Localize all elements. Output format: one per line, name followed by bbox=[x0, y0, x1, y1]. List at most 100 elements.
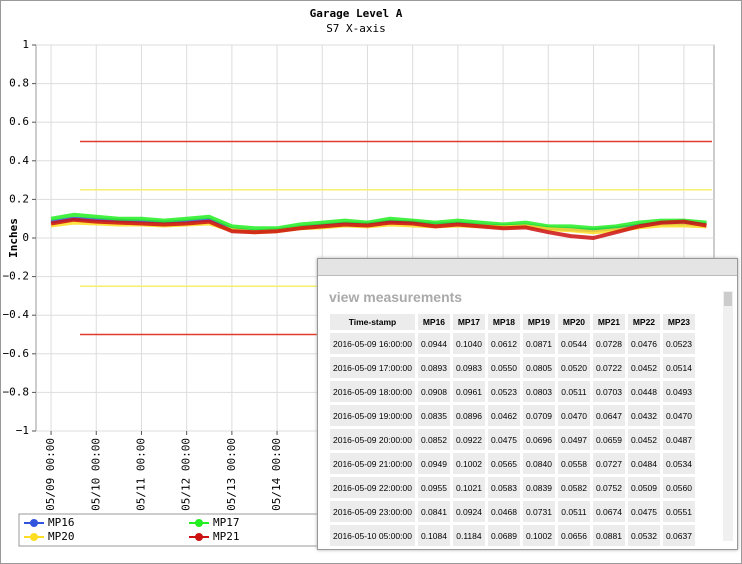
popup-header[interactable] bbox=[318, 259, 737, 276]
y-axis-label: Inches bbox=[7, 218, 20, 258]
value-cell: 0.0509 bbox=[627, 477, 660, 498]
value-cell: 0.0722 bbox=[592, 357, 625, 378]
x-tick-label: 05/11 00:00 bbox=[134, 438, 147, 511]
timestamp-cell: 2016-05-09 23:00:00 bbox=[330, 501, 415, 522]
y-tick-label: 0 bbox=[22, 231, 29, 244]
column-header: MP21 bbox=[592, 314, 625, 330]
value-cell: 0.0696 bbox=[522, 429, 555, 450]
value-cell: 0.0908 bbox=[417, 381, 450, 402]
value-cell: 0.0659 bbox=[592, 429, 625, 450]
legend-marker bbox=[30, 533, 38, 541]
column-header: Time-stamp bbox=[330, 314, 415, 330]
value-cell: 0.0523 bbox=[662, 333, 695, 354]
value-cell: 0.0520 bbox=[557, 357, 590, 378]
timestamp-cell: 2016-05-09 21:00:00 bbox=[330, 453, 415, 474]
value-cell: 0.0949 bbox=[417, 453, 450, 474]
table-row: 2016-05-09 17:00:00 0.0893 0.0983 0.0550 0.0… bbox=[330, 357, 695, 378]
value-cell: 0.0452 bbox=[627, 357, 660, 378]
value-cell: 0.0511 bbox=[557, 501, 590, 522]
legend-marker bbox=[30, 519, 38, 527]
value-cell: 0.0841 bbox=[417, 501, 450, 522]
column-header: MP17 bbox=[452, 314, 485, 330]
table-row: 2016-05-09 20:00:00 0.0852 0.0922 0.0475 0.0… bbox=[330, 429, 695, 450]
y-tick-label: −0.6 bbox=[3, 347, 30, 360]
value-cell: 0.0881 bbox=[592, 525, 625, 546]
value-cell: 0.0809 bbox=[558, 549, 590, 550]
value-cell: 0.0448 bbox=[627, 381, 660, 402]
value-cell: 0.0493 bbox=[662, 381, 695, 402]
value-cell: 0.0752 bbox=[592, 477, 625, 498]
measurements-popup: view measurements Time-stamp MP16 MP17 MP18… bbox=[317, 258, 738, 550]
value-cell: 0.0534 bbox=[662, 453, 695, 474]
value-cell: 0.0835 bbox=[417, 405, 450, 426]
column-header: MP22 bbox=[627, 314, 660, 330]
table-row: 2016-05-09 22:00:00 0.0955 0.1021 0.0583 0.0… bbox=[330, 477, 695, 498]
column-header: MP19 bbox=[522, 314, 555, 330]
value-cell: 0.1002 bbox=[522, 525, 555, 546]
value-cell: 0.0674 bbox=[592, 501, 625, 522]
y-tick-label: 0.6 bbox=[9, 115, 29, 128]
value-cell: 0.0731 bbox=[522, 501, 555, 522]
value-cell: 0.0955 bbox=[417, 477, 450, 498]
value-cell: 0.0583 bbox=[487, 477, 520, 498]
timestamp-cell: 2016-05-09 18:00:00 bbox=[330, 381, 415, 402]
scroll-thumb[interactable] bbox=[724, 292, 732, 306]
y-tick-label: −0.2 bbox=[3, 270, 30, 283]
header-row: Time-stamp MP16 MP17 MP18 MP19 MP20 MP21 MP22 MP… bbox=[330, 314, 695, 330]
value-cell: 0.0551 bbox=[662, 501, 695, 522]
value-cell: 0.1040 bbox=[452, 333, 485, 354]
value-cell: 0.0565 bbox=[487, 453, 520, 474]
value-cell: 0.0656 bbox=[557, 525, 590, 546]
scrollbar[interactable] bbox=[723, 291, 733, 541]
value-cell: 0.0612 bbox=[487, 333, 520, 354]
chart-title: Garage Level A bbox=[310, 7, 403, 20]
value-cell: 0.0544 bbox=[557, 333, 590, 354]
value-cell: 0.0983 bbox=[452, 357, 485, 378]
legend-label: MP16 bbox=[48, 516, 75, 529]
value-cell: 0.0961 bbox=[452, 381, 485, 402]
y-tick-label: −1 bbox=[16, 424, 29, 437]
value-cell: 0.0822 bbox=[663, 549, 695, 550]
value-cell: 0.1184 bbox=[452, 525, 485, 546]
table-row: 2016-05-09 18:00:00 0.0908 0.0961 0.0523 0.0… bbox=[330, 381, 695, 402]
legend-marker bbox=[195, 533, 203, 541]
value-cell: 0.0689 bbox=[487, 525, 520, 546]
value-cell: 0.1084 bbox=[417, 525, 450, 546]
value-cell: 0.0475 bbox=[627, 501, 660, 522]
value-cell: 0.0840 bbox=[522, 453, 555, 474]
value-cell: 0.0470 bbox=[662, 405, 695, 426]
value-cell: 0.0484 bbox=[627, 453, 660, 474]
x-tick-label: 05/12 00:00 bbox=[180, 438, 193, 511]
popup-title: view measurements bbox=[329, 289, 463, 305]
value-cell: 0.0582 bbox=[557, 477, 590, 498]
value-cell: 0.0805 bbox=[522, 357, 555, 378]
column-header: MP18 bbox=[487, 314, 520, 330]
y-tick-label: −0.4 bbox=[3, 308, 30, 321]
value-cell: 0.0808 bbox=[488, 549, 520, 550]
table-body: 2016-05-09 16:00:00 0.0944 0.1040 0.0612 0.0… bbox=[330, 333, 695, 550]
y-tick-label: −0.8 bbox=[3, 385, 30, 398]
table-row: 2016-05-09 16:00:00 0.0944 0.1040 0.0612 0.0… bbox=[330, 333, 695, 354]
table-row: 2016-05-09 21:00:00 0.0949 0.1002 0.0565 0.0… bbox=[330, 453, 695, 474]
value-cell: 0.0727 bbox=[592, 453, 625, 474]
value-cell: 0.0468 bbox=[487, 501, 520, 522]
value-cell: 0.0647 bbox=[592, 405, 625, 426]
value-cell: 0.1002 bbox=[452, 453, 485, 474]
value-cell: 0.0852 bbox=[417, 429, 450, 450]
value-cell: 0.0944 bbox=[417, 333, 450, 354]
column-header: MP23 bbox=[662, 314, 695, 330]
legend bbox=[18, 513, 320, 547]
y-tick-label: 0.8 bbox=[9, 77, 29, 90]
value-cell: 0.0487 bbox=[662, 429, 695, 450]
value-cell: 0.0497 bbox=[557, 429, 590, 450]
measurements-table: Time-stamp MP16 MP17 MP18 MP19 MP20 MP21 MP22 MP… bbox=[327, 311, 698, 550]
value-cell: 0.1297 bbox=[453, 549, 485, 550]
value-cell: 0.0523 bbox=[487, 381, 520, 402]
y-tick-label: 0.4 bbox=[9, 154, 29, 167]
value-cell: 0.0550 bbox=[487, 357, 520, 378]
value-cell: 0.0839 bbox=[522, 477, 555, 498]
timestamp-cell: 2016-05-09 22:00:00 bbox=[330, 477, 415, 498]
value-cell: 0.0511 bbox=[557, 381, 590, 402]
value-cell: 0.0922 bbox=[452, 429, 485, 450]
value-cell: 0.0893 bbox=[417, 357, 450, 378]
